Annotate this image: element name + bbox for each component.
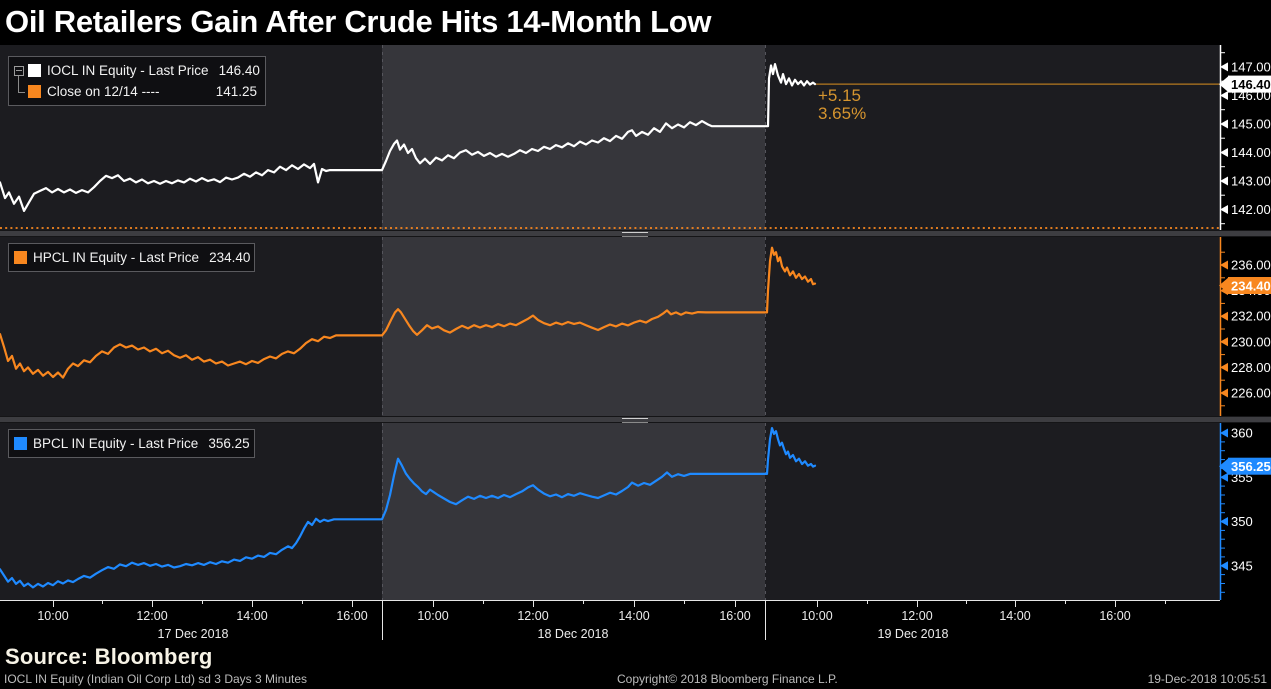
legend-row-prior-close[interactable]: Close on 12/14 ---- 141.25 [14, 80, 257, 102]
time-tick-label: 16:00 [336, 609, 367, 623]
legend-bpcl[interactable]: BPCL IN Equity - Last Price 356.25 [8, 429, 255, 458]
time-tick-label: 10:00 [37, 609, 68, 623]
price-panel-hpcl: 236.00234.00232.00230.00228.00226.00234.… [0, 237, 1271, 416]
price-line-hpcl [0, 246, 817, 379]
legend-iocl[interactable]: IOCL IN Equity - Last Price 146.40 Close… [8, 56, 266, 106]
svg-text:360: 360 [1231, 426, 1253, 441]
last-price-chip-bpcl[interactable]: 356.25 [1219, 457, 1271, 475]
series-swatch-bpcl-icon [14, 437, 27, 450]
svg-text:228.00: 228.00 [1231, 360, 1271, 375]
price-plot-hpcl: 236.00234.00232.00230.00228.00226.00234.… [0, 237, 1271, 416]
time-tick-label: 12:00 [136, 609, 167, 623]
price-line-bpcl [0, 426, 817, 589]
legend-row-last-price[interactable]: IOCL IN Equity - Last Price 146.40 [14, 60, 260, 85]
time-tick-label: 10:00 [417, 609, 448, 623]
svg-text:142.00: 142.00 [1231, 202, 1271, 217]
tree-expand-icon[interactable] [14, 64, 25, 85]
svg-text:356.25: 356.25 [1231, 459, 1271, 474]
legend-hpcl[interactable]: HPCL IN Equity - Last Price 234.40 [8, 243, 255, 272]
time-axis: 10:00 12:00 14:00 16:00 17 Dec 2018 10:00 12:0… [0, 600, 1271, 645]
date-label: 17 Dec 2018 [158, 627, 229, 641]
legend-value: 356.25 [208, 436, 250, 451]
price-panel-iocl: +5.15 3.65% 147.00 146.00 145.00 144.00 143.00… [0, 45, 1271, 230]
time-axis-svg: 10:00 12:00 14:00 16:00 17 Dec 2018 10:00 12:0… [0, 600, 1220, 641]
svg-text:143.00: 143.00 [1231, 174, 1271, 189]
svg-text:146.40: 146.40 [1231, 77, 1271, 92]
grip-icon[interactable] [622, 418, 648, 423]
time-tick-label: 14:00 [618, 609, 649, 623]
chart-title: Oil Retailers Gain After Crude Hits 14-M… [5, 4, 712, 39]
legend-value: 234.40 [209, 250, 251, 265]
grip-icon[interactable] [622, 232, 648, 237]
source-line: Source: Bloomberg [5, 644, 213, 669]
panel-resize-handle-1[interactable] [0, 230, 1271, 237]
price-line-iocl [0, 63, 817, 212]
close-line-swatch-icon [28, 85, 41, 98]
time-tick-label: 12:00 [901, 609, 932, 623]
price-panel-bpcl: 360 355 350 345 356.25 BPCL IN Equity - Last… [0, 423, 1271, 600]
date-label: 18 Dec 2018 [538, 627, 609, 641]
time-tick-label: 16:00 [1099, 609, 1130, 623]
status-bar: IOCL IN Equity (Indian Oil Corp Ltd) sd … [0, 669, 1271, 689]
tree-connector-icon [18, 80, 25, 93]
last-price-chip-hpcl[interactable]: 234.40 [1219, 277, 1271, 294]
svg-text:350: 350 [1231, 514, 1253, 529]
time-tick-label: 14:00 [236, 609, 267, 623]
legend-value: 146.40 [218, 63, 260, 78]
time-tick-label: 16:00 [719, 609, 750, 623]
legend-label: IOCL IN Equity - Last Price [47, 63, 209, 78]
footer-copyright: Copyright© 2018 Bloomberg Finance L.P. [617, 672, 838, 686]
svg-text:147.00: 147.00 [1231, 59, 1271, 74]
change-percent: 3.65% [818, 104, 866, 123]
legend-close-value: 141.25 [215, 84, 257, 99]
series-swatch-iocl-icon [28, 64, 41, 77]
change-absolute: +5.15 [818, 86, 861, 105]
svg-text:230.00: 230.00 [1231, 334, 1271, 349]
chart-title-bar: Oil Retailers Gain After Crude Hits 14-M… [0, 0, 1271, 45]
svg-text:345: 345 [1231, 558, 1253, 573]
date-label: 19 Dec 2018 [878, 627, 949, 641]
legend-label: BPCL IN Equity - Last Price [33, 436, 199, 451]
last-price-chip-iocl[interactable]: 146.40 [1219, 75, 1271, 93]
svg-text:144.00: 144.00 [1231, 145, 1271, 160]
svg-text:234.40: 234.40 [1231, 278, 1271, 293]
series-swatch-hpcl-icon [14, 251, 27, 264]
footer-security-info: IOCL IN Equity (Indian Oil Corp Ltd) sd … [4, 672, 308, 686]
svg-text:236.00: 236.00 [1231, 258, 1271, 273]
svg-text:145.00: 145.00 [1231, 117, 1271, 132]
price-plot: 236.00234.00232.00230.00228.00226.00234.… [0, 237, 1271, 416]
footer-timestamp: 19-Dec-2018 10:05:51 [1147, 672, 1267, 686]
time-tick-label: 14:00 [999, 609, 1030, 623]
svg-text:226.00: 226.00 [1231, 386, 1271, 401]
time-tick-label: 12:00 [517, 609, 548, 623]
svg-text:232.00: 232.00 [1231, 309, 1271, 324]
legend-close-label: Close on 12/14 ---- [47, 84, 160, 99]
legend-label: HPCL IN Equity - Last Price [33, 250, 200, 265]
panel-resize-handle-2[interactable] [0, 416, 1271, 423]
time-tick-label: 10:00 [801, 609, 832, 623]
